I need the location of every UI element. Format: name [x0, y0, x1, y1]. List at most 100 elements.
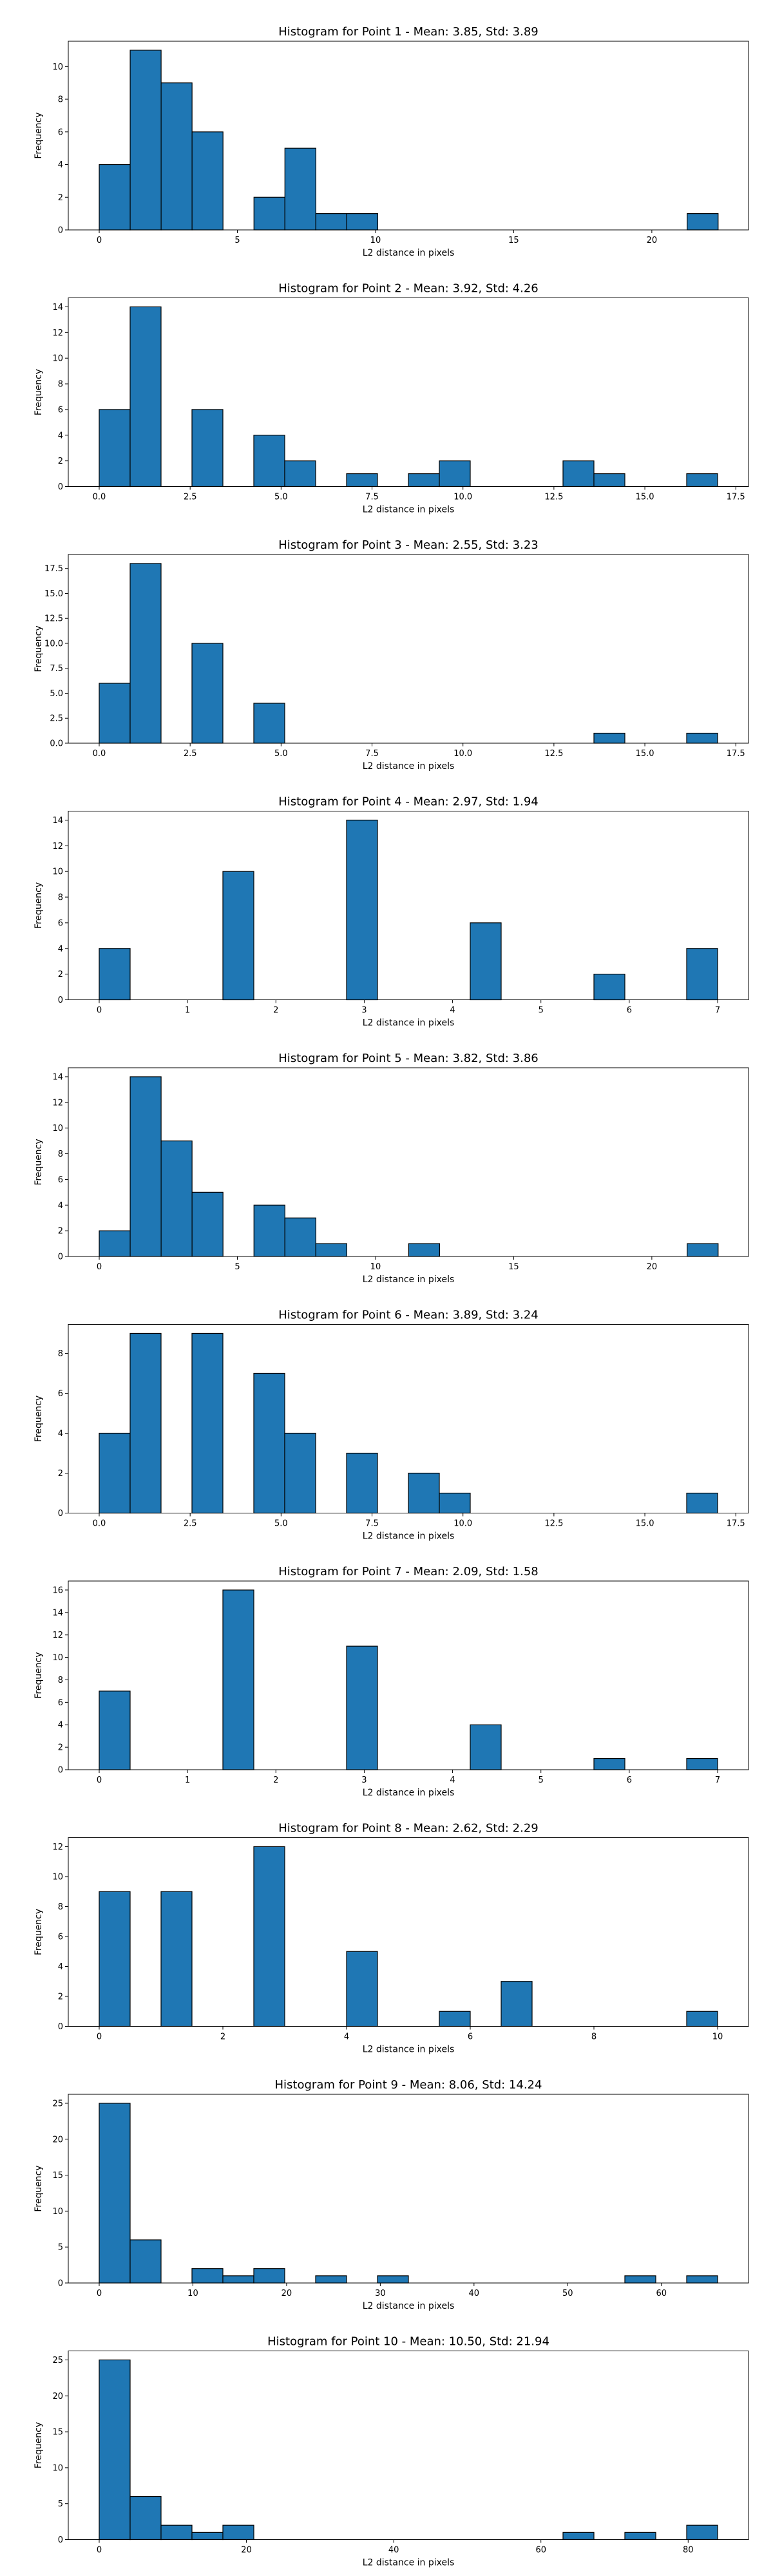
x-tick-label: 2.5 — [184, 1519, 197, 1529]
x-tick-label: 2.5 — [184, 749, 197, 759]
x-tick-label: 0 — [97, 1776, 102, 1785]
y-tick-label: 6 — [58, 1389, 63, 1399]
y-tick-label: 8 — [58, 380, 63, 390]
histogram-bar — [686, 2011, 718, 2027]
x-axis-label: L2 distance in pixels — [363, 1531, 455, 1542]
y-tick-label: 14 — [52, 303, 63, 312]
x-tick-label: 40 — [469, 2289, 480, 2298]
x-axis-label: L2 distance in pixels — [363, 1788, 455, 1798]
histogram-bar — [284, 1217, 316, 1257]
x-tick-label: 10 — [370, 1262, 381, 1272]
axes-frame — [68, 41, 749, 231]
y-tick-label: 6 — [58, 1932, 63, 1942]
x-tick-label: 60 — [656, 2289, 667, 2298]
y-tick-label: 8 — [58, 1902, 63, 1912]
x-tick-label: 15.0 — [636, 1519, 654, 1529]
x-tick-label: 6 — [627, 1776, 632, 1785]
histogram-bar — [686, 1757, 718, 1770]
histogram-bar — [222, 2275, 254, 2284]
y-tick-label: 12 — [52, 842, 63, 851]
x-tick-label: 15 — [508, 1262, 519, 1272]
y-tick-label: 8 — [58, 1150, 63, 1159]
y-tick-label: 10 — [52, 1872, 63, 1882]
x-tick-label: 10 — [712, 2032, 723, 2042]
x-axis-label: L2 distance in pixels — [363, 248, 455, 258]
chart-title: Histogram for Point 10 - Mean: 10.50, St… — [267, 2335, 549, 2349]
y-tick-label: 14 — [52, 1608, 63, 1618]
x-tick-label: 0.0 — [93, 493, 106, 502]
axes-frame — [68, 2351, 749, 2540]
x-axis-label: L2 distance in pixels — [363, 2045, 455, 2055]
axes-frame — [68, 1837, 749, 2027]
y-tick-label: 4 — [58, 944, 63, 954]
histogram-bar — [253, 2268, 285, 2284]
x-tick-label: 6 — [627, 1006, 632, 1016]
x-tick-label: 20 — [241, 2546, 252, 2555]
x-tick-label: 2.5 — [184, 493, 197, 502]
histogram-bar — [593, 1757, 625, 1770]
histogram-bar — [191, 2532, 224, 2541]
chart-title: Histogram for Point 6 - Mean: 3.89, Std:… — [278, 1309, 539, 1322]
x-tick-label: 0 — [97, 1006, 102, 1016]
x-tick-label: 4 — [344, 2032, 349, 2042]
x-tick-label: 10.0 — [453, 1519, 472, 1529]
histogram-bar — [686, 473, 718, 488]
y-tick-label: 10 — [52, 62, 63, 72]
histogram-bar — [99, 1891, 131, 2027]
x-tick-label: 7.5 — [365, 749, 379, 759]
histogram-bar — [439, 1492, 471, 1514]
x-tick-label: 30 — [375, 2289, 386, 2298]
y-tick-label: 0.0 — [50, 739, 63, 749]
x-tick-label: 4 — [450, 1776, 455, 1785]
histogram-bar — [160, 82, 193, 231]
histogram-bar — [99, 683, 131, 744]
y-tick-label: 6 — [58, 1698, 63, 1708]
y-tick-label: 2 — [58, 193, 63, 203]
histogram-bar — [408, 1243, 441, 1257]
y-tick-label: 6 — [58, 128, 63, 137]
chart-panel-4: Histogram for Point 4 - Mean: 2.97, Std:… — [33, 795, 749, 1028]
histogram-bar — [687, 1243, 719, 1257]
histogram-bar — [377, 2275, 409, 2284]
y-tick-label: 12 — [52, 1098, 63, 1108]
x-tick-label: 5 — [234, 1262, 240, 1272]
y-tick-label: 10 — [52, 2463, 63, 2473]
chart-panel-9: Histogram for Point 9 - Mean: 8.06, Std:… — [33, 2078, 749, 2311]
x-tick-label: 5 — [539, 1006, 544, 1016]
y-tick-label: 15 — [52, 2171, 63, 2181]
chart-title: Histogram for Point 2 - Mean: 3.92, Std:… — [278, 282, 539, 296]
y-tick-label: 4 — [58, 1201, 63, 1211]
y-tick-label: 10.0 — [44, 639, 63, 649]
axes-frame — [68, 811, 749, 1000]
x-tick-label: 2 — [273, 1776, 278, 1785]
x-tick-label: 2 — [273, 1006, 278, 1016]
histogram-bar — [686, 2524, 718, 2541]
y-tick-label: 0 — [58, 226, 63, 236]
x-tick-label: 5.0 — [274, 1519, 288, 1529]
histogram-bar — [346, 1951, 378, 2027]
y-tick-label: 0 — [58, 1509, 63, 1519]
histogram-bar — [284, 1432, 316, 1514]
y-tick-label: 10 — [52, 1124, 63, 1133]
histogram-bar — [562, 2532, 595, 2541]
y-axis-label: Frequency — [33, 1652, 44, 1698]
x-tick-label: 10 — [370, 236, 381, 245]
chart-panel-10: Histogram for Point 10 - Mean: 10.50, St… — [33, 2335, 749, 2568]
y-axis-label: Frequency — [33, 625, 44, 672]
chart-title: Histogram for Point 8 - Mean: 2.62, Std:… — [278, 1822, 539, 1835]
chart-panel-1: Histogram for Point 1 - Mean: 3.85, Std:… — [33, 25, 749, 258]
y-tick-label: 2 — [58, 1743, 63, 1753]
y-tick-label: 15.0 — [44, 589, 63, 599]
axes-frame — [68, 554, 749, 744]
y-tick-label: 2 — [58, 1992, 63, 2002]
y-tick-label: 17.5 — [44, 564, 63, 574]
y-tick-label: 25 — [52, 2356, 63, 2365]
histogram-bar — [315, 1243, 347, 1257]
y-tick-label: 12 — [52, 1842, 63, 1852]
x-tick-label: 17.5 — [727, 749, 745, 759]
histogram-bar — [593, 473, 625, 488]
histogram-bar — [191, 1332, 224, 1514]
y-tick-label: 4 — [58, 431, 63, 440]
histogram-bar — [99, 1230, 131, 1257]
